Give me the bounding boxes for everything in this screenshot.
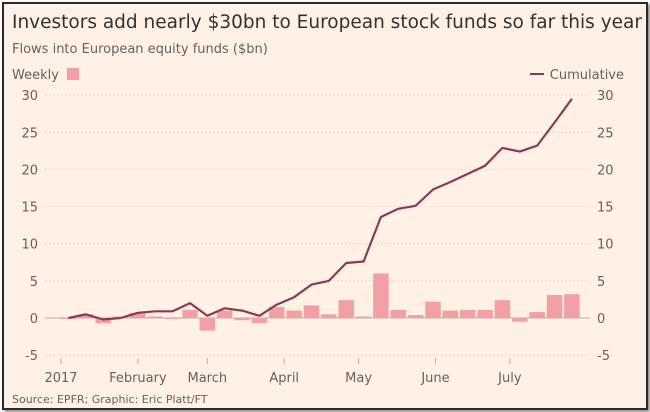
weekly-bar — [78, 314, 94, 318]
source-note: Source: EPFR; Graphic: Eric Platt/FT — [12, 393, 208, 406]
legend-weekly-label: Weekly — [12, 68, 59, 83]
weekly-bar — [546, 294, 563, 318]
weekly-bar — [425, 301, 441, 318]
weekly-bar — [130, 312, 146, 318]
weekly-bar — [355, 316, 372, 318]
weekly-bar — [407, 315, 424, 318]
x-tick-label: July — [497, 371, 522, 386]
weekly-bar — [269, 306, 285, 318]
weekly-bar — [494, 300, 511, 318]
weekly-bar — [286, 310, 302, 318]
y-tick-label-left: 5 — [30, 275, 38, 290]
y-tick-label-right: 20 — [597, 163, 614, 178]
weekly-bar — [234, 318, 250, 321]
y-tick-label-left: 10 — [21, 238, 38, 253]
weekly-bar — [338, 300, 354, 318]
weekly-bar — [477, 309, 493, 318]
x-tick-label: February — [109, 371, 167, 386]
y-tick-label-right: 25 — [597, 126, 614, 141]
y-tick-label-right: 10 — [597, 238, 614, 253]
y-tick-label-left: 25 — [21, 126, 38, 141]
weekly-bar — [512, 318, 528, 322]
y-tick-label-left: 30 — [21, 89, 38, 104]
legend-cumulative-swatch — [529, 73, 544, 75]
x-tick-label: June — [420, 371, 449, 386]
chart-title: Investors add nearly $30bn to European s… — [12, 12, 642, 33]
x-tick-label: April — [269, 371, 299, 386]
y-tick-label-right: 5 — [597, 275, 605, 290]
chart-subtitle: Flows into European equity funds ($bn) — [12, 42, 268, 57]
weekly-bar — [147, 316, 163, 318]
legend-weekly-swatch — [66, 68, 79, 80]
weekly-bar — [303, 305, 320, 318]
y-tick-label-right: 30 — [597, 89, 614, 104]
y-tick-label-left: 20 — [21, 163, 38, 178]
weekly-bar — [164, 318, 181, 319]
weekly-bar — [251, 318, 268, 324]
x-tick-label: March — [187, 371, 227, 386]
x-tick-label: May — [345, 371, 372, 386]
weekly-bar — [182, 309, 198, 318]
y-tick-label-right: 15 — [597, 201, 614, 216]
legend-weekly: Weekly — [12, 68, 79, 83]
weekly-bar — [373, 273, 389, 318]
weekly-bar — [95, 318, 111, 324]
y-tick-label-left: -5 — [25, 349, 38, 364]
weekly-bar — [321, 314, 337, 318]
weekly-bar — [442, 310, 459, 318]
weekly-bar — [564, 294, 580, 318]
weekly-bar — [60, 318, 77, 319]
x-tick-label: 2017 — [44, 371, 77, 386]
legend-cumulative-label: Cumulative — [549, 68, 624, 83]
y-tick-label-left: 15 — [21, 201, 38, 216]
weekly-bar — [390, 309, 407, 318]
weekly-bar — [216, 310, 233, 318]
y-tick-label-right: 0 — [597, 312, 605, 327]
weekly-bar — [199, 318, 216, 331]
y-tick-label-right: -5 — [597, 349, 610, 364]
weekly-bar — [459, 309, 476, 318]
legend-cumulative: Cumulative — [529, 68, 624, 83]
y-tick-label-left: 0 — [30, 312, 38, 327]
cumulative-line — [68, 98, 573, 321]
weekly-bar — [529, 312, 545, 318]
